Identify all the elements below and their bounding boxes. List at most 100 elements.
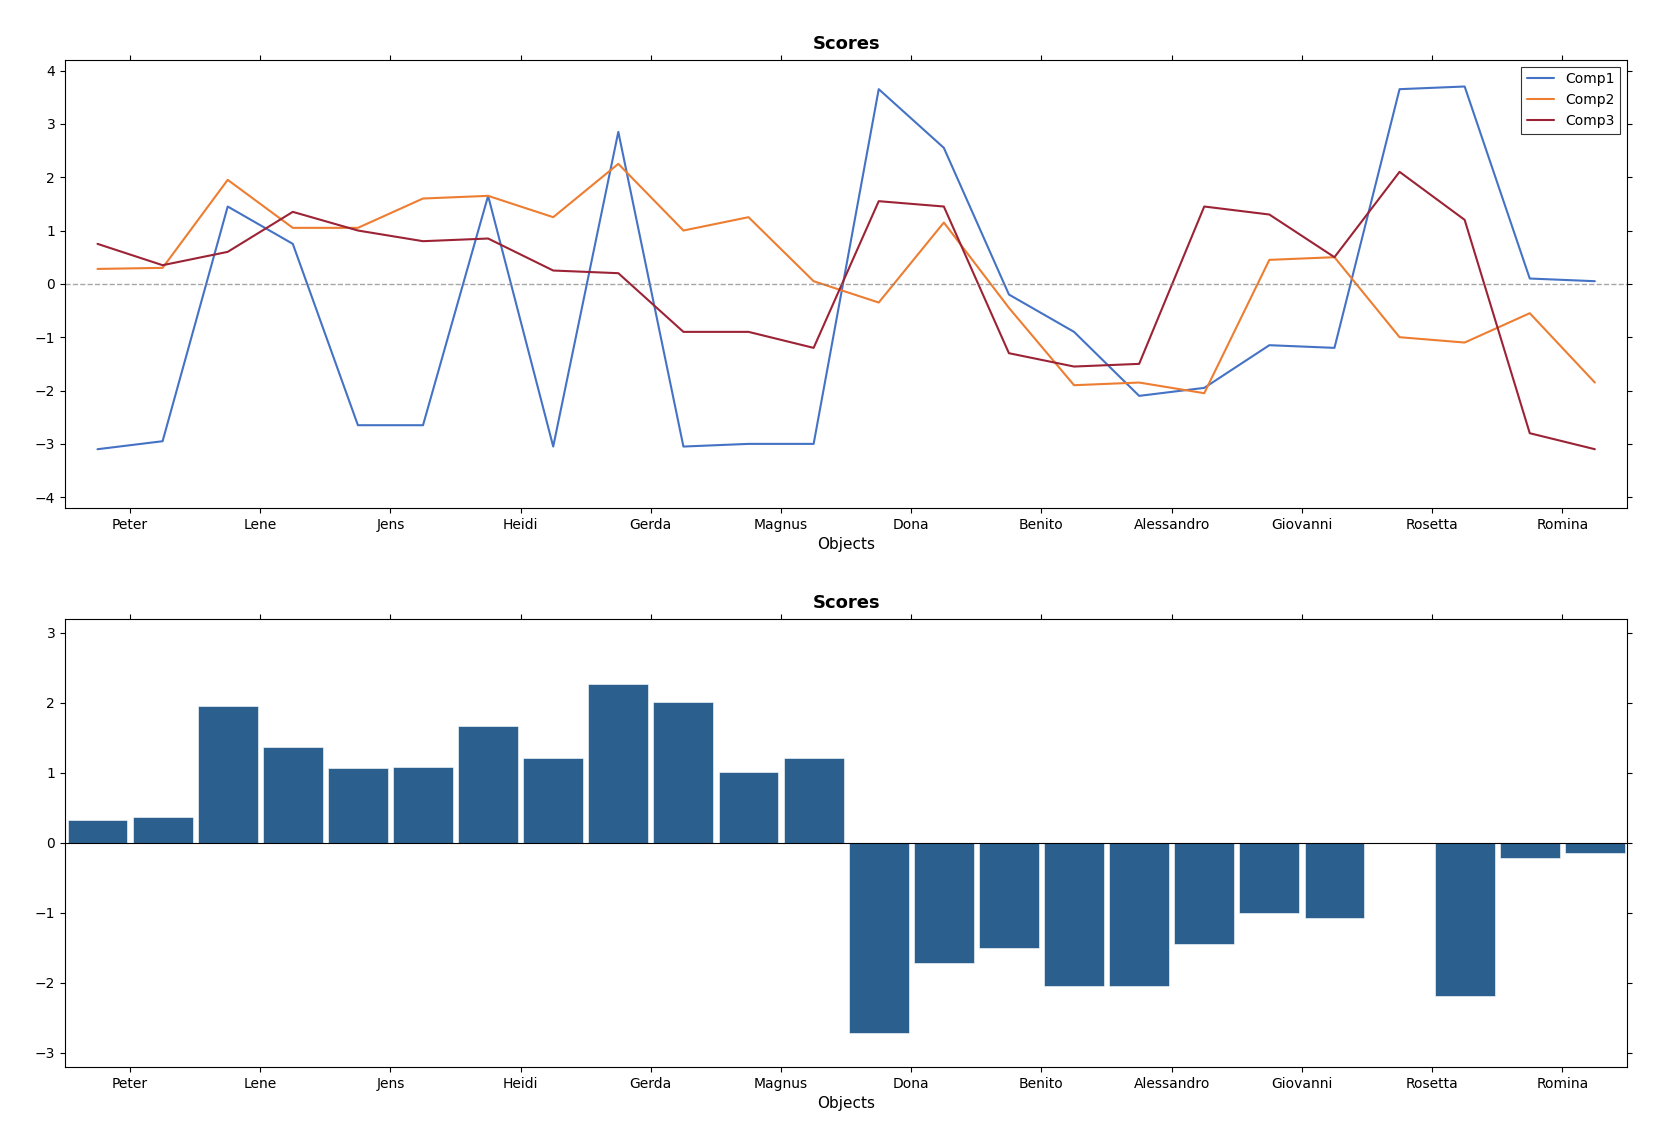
Comp1 — [1325, 342, 1345, 355]
Comp3 — [1064, 360, 1084, 374]
Comp1 — [543, 440, 563, 454]
Comp2 — [1585, 376, 1605, 390]
Comp3 — [608, 266, 628, 280]
Comp2 — [1325, 250, 1345, 264]
Comp2 — [673, 223, 693, 237]
Comp3 — [218, 245, 238, 259]
Bar — [458, 727, 518, 843]
Bar — [914, 843, 974, 964]
Comp1 — [673, 440, 693, 454]
Comp2 — [869, 296, 889, 309]
Comp2 — [478, 189, 498, 203]
Comp1 — [348, 418, 368, 432]
Comp3 — [543, 264, 563, 277]
Comp1 — [1064, 325, 1084, 339]
Comp3 — [673, 325, 693, 339]
Comp1 — [999, 288, 1019, 301]
Comp3 — [478, 231, 498, 245]
Bar — [198, 706, 258, 843]
Comp2 — [1259, 253, 1279, 267]
Comp2 — [1064, 378, 1084, 392]
X-axis label: Objects: Objects — [817, 1097, 875, 1112]
Bar — [849, 843, 909, 1034]
Comp2 — [348, 221, 368, 235]
Comp2 — [1520, 306, 1540, 320]
Bar — [653, 701, 713, 843]
Comp1 — [1194, 380, 1214, 394]
Comp3 — [934, 199, 954, 213]
Bar — [1500, 843, 1560, 858]
Comp1 — [608, 125, 628, 139]
Comp2 — [413, 191, 433, 205]
Comp3 — [283, 205, 303, 219]
Comp1 — [803, 437, 823, 450]
Comp2 — [738, 211, 758, 225]
Comp2 — [1455, 336, 1475, 350]
Comp3 — [1194, 199, 1214, 213]
Comp2 — [87, 262, 107, 276]
Line: Comp1: Comp1 — [97, 86, 1595, 449]
Line: Comp2: Comp2 — [97, 164, 1595, 393]
Comp3 — [87, 237, 107, 251]
Bar — [68, 819, 127, 843]
Comp2 — [999, 301, 1019, 315]
Comp3 — [1585, 442, 1605, 456]
Comp1 — [1520, 272, 1540, 285]
Comp3 — [803, 342, 823, 355]
Comp1 — [1585, 274, 1605, 288]
Bar — [328, 768, 388, 843]
Comp2 — [218, 173, 238, 187]
Comp2 — [934, 215, 954, 229]
Comp3 — [348, 223, 368, 237]
Comp2 — [1390, 330, 1410, 344]
Bar — [1109, 843, 1169, 987]
Comp3 — [1259, 207, 1279, 221]
Comp1 — [283, 237, 303, 251]
Comp3 — [1325, 250, 1345, 264]
Bar — [1239, 843, 1299, 913]
Bar — [718, 771, 778, 843]
Comp1 — [1390, 83, 1410, 96]
Comp2 — [1194, 386, 1214, 400]
Comp3 — [869, 195, 889, 209]
Comp2 — [153, 261, 173, 275]
Comp3 — [999, 346, 1019, 360]
Comp2 — [608, 157, 628, 171]
Bar — [1044, 843, 1104, 987]
Bar — [263, 747, 323, 843]
Bar — [1435, 843, 1495, 996]
Title: Scores: Scores — [812, 34, 880, 53]
Comp1 — [218, 199, 238, 213]
Title: Scores: Scores — [812, 594, 880, 612]
Bar — [1174, 843, 1234, 944]
Bar — [523, 758, 583, 843]
Comp1 — [738, 437, 758, 450]
Bar — [979, 843, 1039, 948]
Line: Comp3: Comp3 — [97, 172, 1595, 449]
Bar — [393, 768, 453, 843]
Comp3 — [738, 325, 758, 339]
Bar — [1565, 843, 1625, 854]
Comp3 — [153, 258, 173, 272]
Comp3 — [413, 234, 433, 248]
Bar — [133, 817, 193, 843]
Comp1 — [413, 418, 433, 432]
Comp2 — [1129, 376, 1149, 390]
X-axis label: Objects: Objects — [817, 537, 875, 552]
Comp1 — [869, 83, 889, 96]
Bar — [783, 758, 844, 843]
Comp3 — [1129, 358, 1149, 371]
Comp1 — [87, 442, 107, 456]
Comp3 — [1390, 165, 1410, 179]
Comp1 — [1259, 338, 1279, 352]
Comp1 — [153, 434, 173, 448]
Legend: Comp1, Comp2, Comp3: Comp1, Comp2, Comp3 — [1520, 66, 1620, 134]
Comp2 — [803, 274, 823, 288]
Comp3 — [1520, 426, 1540, 440]
Comp1 — [934, 141, 954, 155]
Comp1 — [478, 189, 498, 203]
Comp1 — [1129, 388, 1149, 402]
Comp3 — [1455, 213, 1475, 227]
Comp1 — [1455, 79, 1475, 93]
Comp2 — [283, 221, 303, 235]
